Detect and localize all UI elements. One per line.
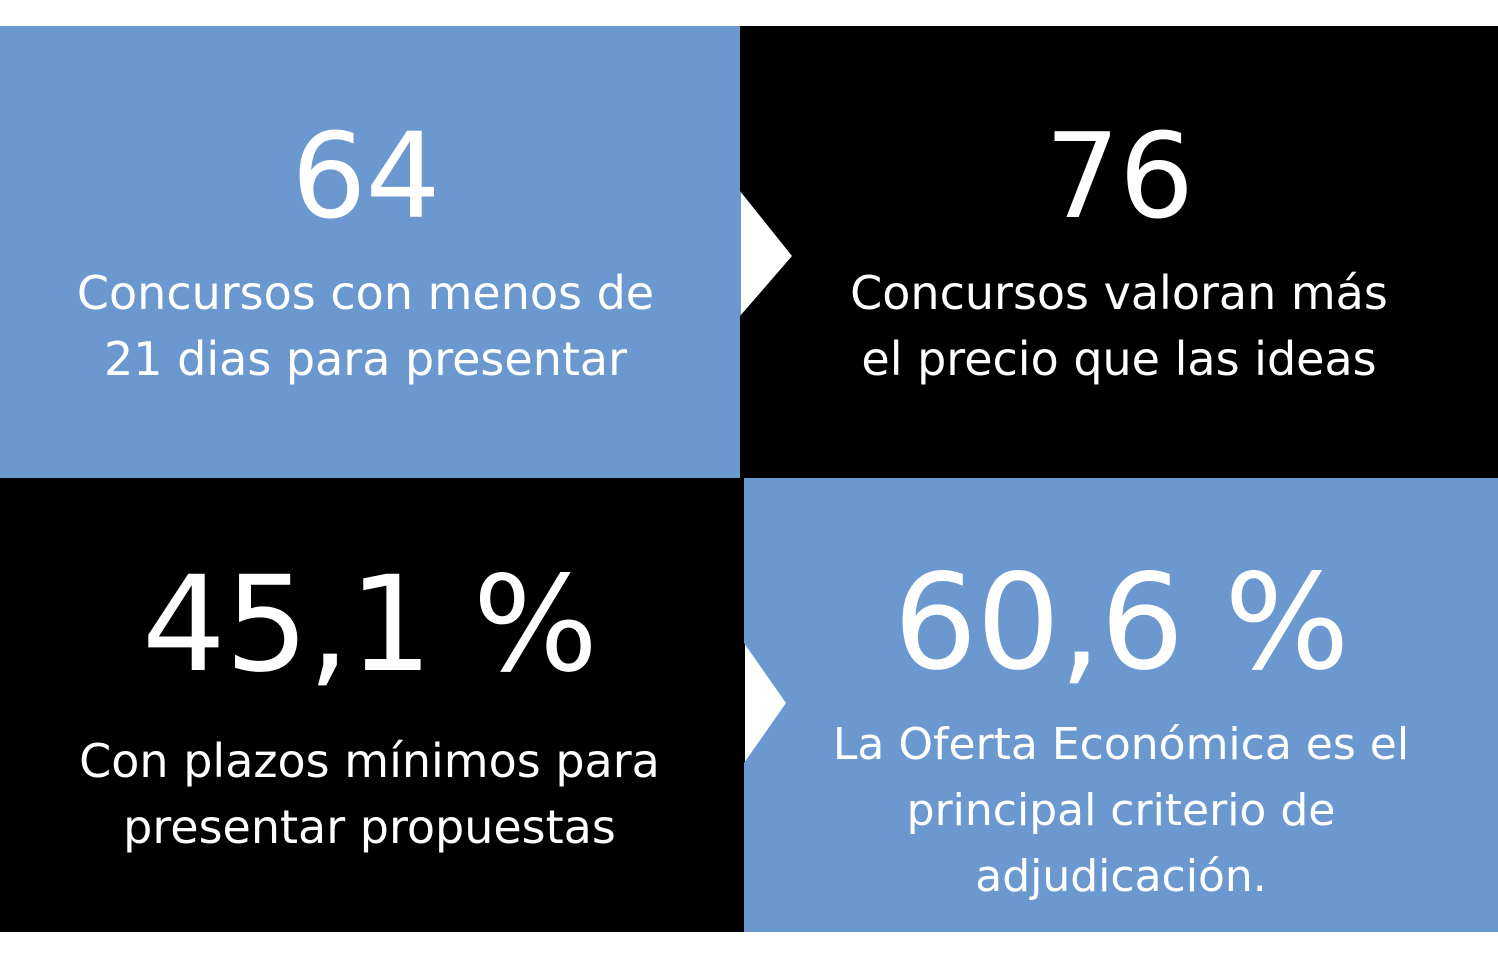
stat-description-line: La Oferta Económica es el — [832, 719, 1410, 770]
stat-description-line: Concursos valoran más — [850, 266, 1388, 320]
stat-description-line: 21 dias para presentar — [104, 332, 627, 386]
stat-description: Concursos valoran más el precio que las … — [740, 260, 1498, 392]
stat-description-line: adjudicación. — [975, 851, 1267, 902]
stat-tile-top-right: 76 Concursos valoran más el precio que l… — [740, 26, 1498, 478]
stat-description-line: presentar propuestas — [123, 800, 616, 854]
stat-description: Concursos con menos de 21 dias para pres… — [0, 260, 741, 392]
stat-description-line: Con plazos mínimos para — [79, 734, 660, 788]
stat-tile-bottom-right: 60,6 % La Oferta Económica es el princip… — [744, 478, 1498, 932]
stat-value: 60,6 % — [893, 546, 1349, 700]
stat-value: 76 — [1044, 107, 1194, 245]
stat-tile-bottom-left: 45,1 % Con plazos mínimos para presentar… — [0, 478, 745, 932]
stat-description-line: el precio que las ideas — [861, 332, 1377, 386]
stat-description: Con plazos mínimos para presentar propue… — [0, 728, 745, 860]
stat-description-line: Concursos con menos de — [76, 266, 655, 320]
stat-tile-top-left: 64 Concursos con menos de 21 dias para p… — [0, 26, 741, 478]
stat-value: 45,1 % — [141, 548, 598, 702]
stat-description: La Oferta Económica es el principal crit… — [744, 712, 1498, 910]
stat-value: 64 — [291, 107, 440, 245]
stat-description-line: principal criterio de — [906, 785, 1336, 836]
